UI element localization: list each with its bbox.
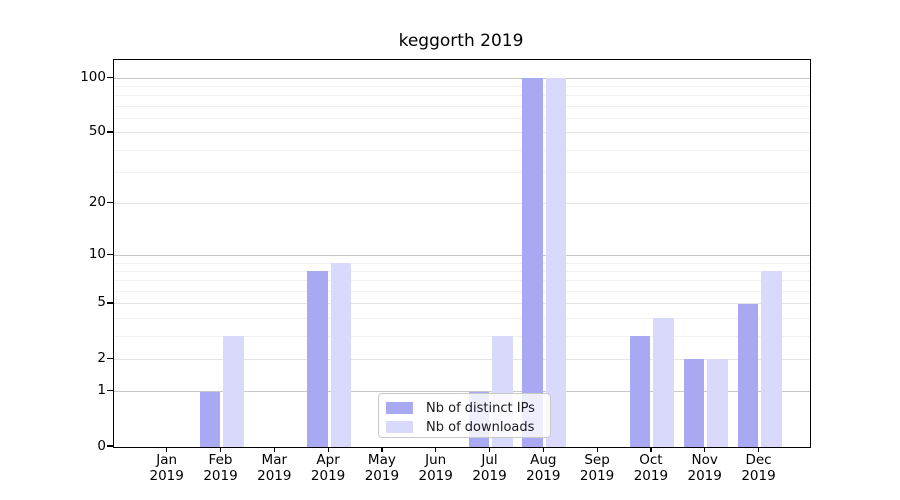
y-minor-gridline [114,172,810,174]
x-tick-label: Nov 2019 [687,452,722,484]
x-tick-label: Feb 2019 [203,452,238,484]
x-tick-label: Dec 2019 [741,452,776,484]
x-tick-label: Apr 2019 [310,452,346,484]
legend-label-downloads: Nb of downloads [426,419,535,435]
x-tick-mark [435,447,437,452]
x-tick-mark [757,447,760,452]
y-minor-gridline [114,317,810,319]
y-tick-label: 1 [97,382,106,399]
y-minor-gridline [114,262,810,264]
y-tick-label: 0 [97,437,106,454]
y-minor-gridline [114,95,810,97]
x-tick-label: Jun 2019 [418,452,453,484]
legend-swatch-downloads [386,421,413,433]
x-tick-mark [488,447,491,452]
y-gridline [114,254,810,257]
y-gridline [114,391,810,393]
bar-distinct-ips-dec [737,303,758,447]
y-minor-gridline [114,280,810,282]
y-gridline [114,303,810,305]
y-minor-gridline [114,270,810,272]
y-gridline [114,77,810,79]
y-gridline [114,203,810,205]
x-tick-mark [273,447,275,452]
x-tick-mark [542,447,544,452]
bar-downloads-feb [223,336,244,447]
x-tick-mark [596,447,598,452]
bar-distinct-ips-nov [683,359,705,447]
y-tick-mark [107,390,113,392]
y-tick-mark [107,357,113,359]
y-tick-mark [107,302,113,304]
legend-swatch-distinct-ips [386,402,413,414]
x-tick-label: Jul 2019 [472,452,507,484]
y-gridline [114,132,810,134]
y-tick-label: 2 [97,349,106,366]
y-tick-label: 100 [80,68,106,85]
bar-downloads-aug [545,78,567,447]
y-minor-gridline [114,291,810,292]
y-tick-mark [107,76,113,78]
bar-downloads-oct [653,318,674,447]
legend-label-distinct-ips: Nb of distinct IPs [426,400,535,416]
x-tick-label: Oct 2019 [633,452,669,484]
x-tick-mark [166,447,168,452]
bar-downloads-apr [330,263,352,447]
legend: Nb of distinct IPs Nb of downloads [378,393,551,438]
x-tick-mark [327,447,329,452]
y-minor-gridline [114,105,810,107]
y-tick-label: 5 [97,294,106,311]
x-tick-label: Aug 2019 [526,452,561,484]
bar-distinct-ips-apr [307,271,328,447]
y-tick-mark [107,202,113,204]
x-tick-label: Jan 2019 [149,452,184,484]
legend-row: Nb of distinct IPs [386,400,544,416]
x-tick-label: Mar 2019 [257,452,292,484]
y-minor-gridline [114,335,810,337]
x-tick-mark [219,447,222,452]
y-tick-mark [107,253,113,256]
x-tick-mark [704,447,706,452]
bar-distinct-ips-aug [522,78,543,447]
y-tick-mark [107,131,113,133]
x-tick-mark [650,447,652,452]
bar-distinct-ips-oct [629,336,651,447]
bar-downloads-nov [707,359,728,447]
y-tick-label: 50 [88,123,106,140]
y-tick-label: 20 [88,194,106,211]
y-tick-mark [107,445,113,447]
x-tick-label: May 2019 [364,452,400,484]
y-minor-gridline [114,149,810,151]
bar-downloads-dec [761,271,782,447]
chart-title: keggorth 2019 [398,31,524,51]
y-gridline [114,358,810,360]
y-minor-gridline [114,117,810,119]
legend-row: Nb of downloads [386,419,544,435]
bar-distinct-ips-feb [199,391,220,447]
y-minor-gridline [114,86,810,88]
y-tick-label: 10 [88,245,106,262]
x-tick-mark [381,447,383,452]
plot-area: Nb of distinct IPs Nb of downloads [113,59,811,448]
x-tick-label: Sep 2019 [579,452,615,484]
